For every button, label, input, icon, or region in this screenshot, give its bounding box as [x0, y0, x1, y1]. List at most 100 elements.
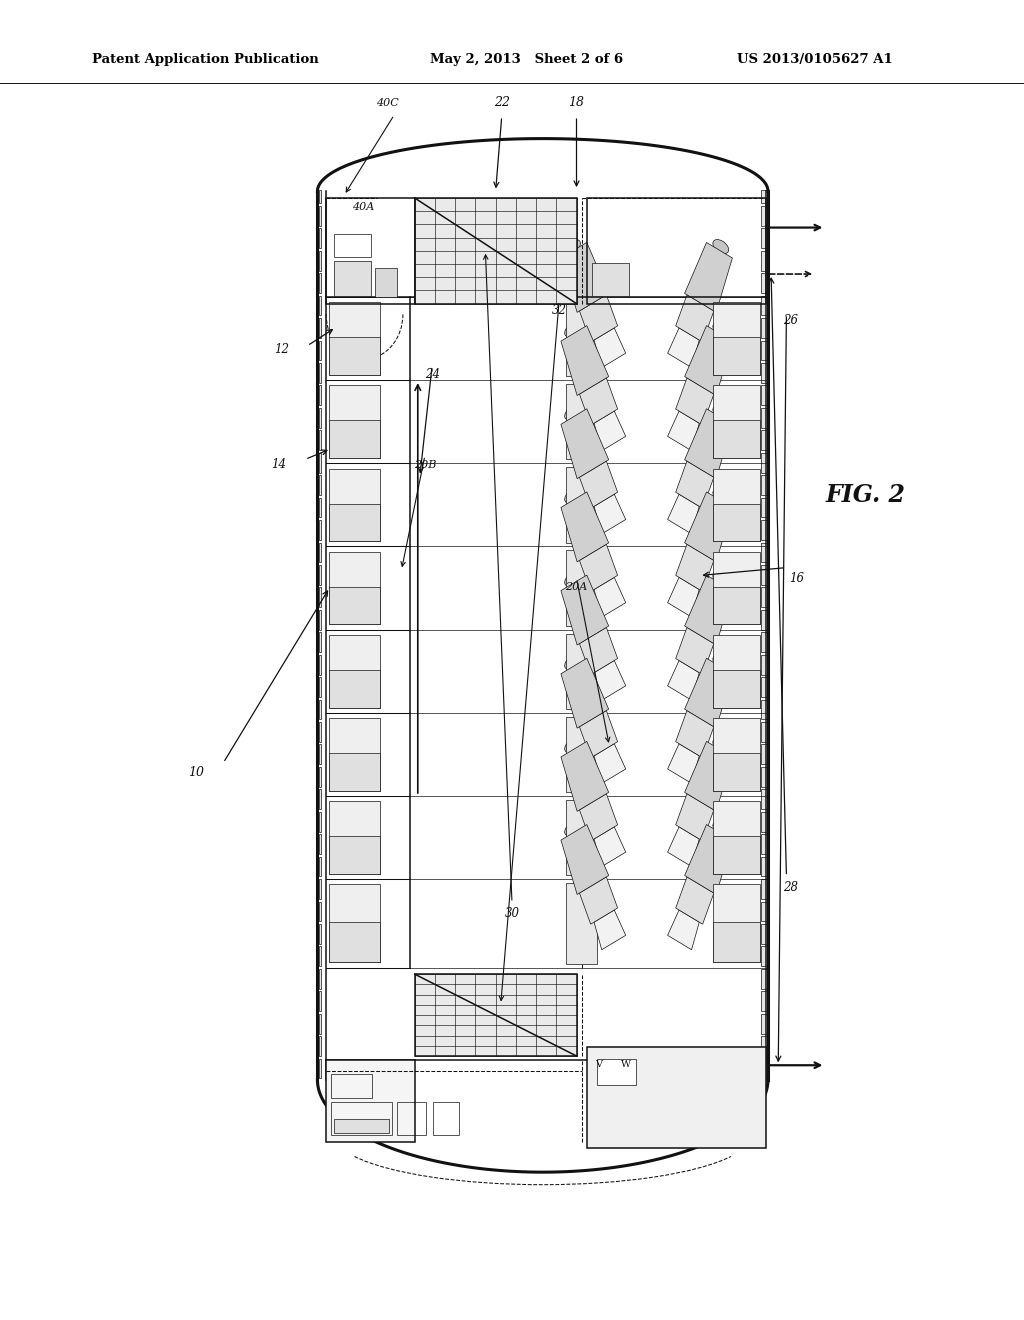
- Bar: [319, 655, 321, 675]
- Bar: [319, 969, 321, 989]
- Ellipse shape: [564, 572, 581, 586]
- Bar: [761, 520, 768, 540]
- Polygon shape: [668, 826, 699, 866]
- Bar: [329, 884, 380, 962]
- Bar: [761, 879, 768, 899]
- Bar: [319, 206, 321, 226]
- Bar: [761, 587, 768, 607]
- Bar: [566, 467, 597, 543]
- Bar: [713, 718, 760, 791]
- Bar: [319, 1059, 321, 1078]
- Bar: [375, 268, 397, 297]
- Text: FIG. 2: FIG. 2: [825, 483, 905, 507]
- Bar: [761, 991, 768, 1011]
- Bar: [761, 1036, 768, 1056]
- Bar: [761, 1059, 768, 1078]
- Text: 22: 22: [494, 96, 510, 110]
- Bar: [319, 520, 321, 540]
- Bar: [713, 337, 760, 375]
- Polygon shape: [561, 492, 608, 562]
- Polygon shape: [685, 825, 732, 895]
- Bar: [761, 296, 768, 315]
- Polygon shape: [668, 743, 699, 783]
- Polygon shape: [676, 793, 714, 841]
- Bar: [319, 789, 321, 809]
- Bar: [329, 921, 380, 962]
- Bar: [761, 857, 768, 876]
- Bar: [761, 632, 768, 652]
- Text: 40C: 40C: [376, 98, 398, 108]
- Ellipse shape: [564, 322, 581, 337]
- Polygon shape: [594, 743, 626, 783]
- Bar: [329, 671, 380, 708]
- Bar: [319, 475, 321, 495]
- Bar: [761, 744, 768, 764]
- Bar: [761, 453, 768, 473]
- Text: Patent Application Publication: Patent Application Publication: [92, 53, 318, 66]
- Polygon shape: [580, 876, 617, 924]
- Bar: [761, 700, 768, 719]
- Bar: [319, 453, 321, 473]
- Ellipse shape: [713, 655, 729, 669]
- Text: 14: 14: [271, 458, 286, 471]
- Bar: [566, 301, 597, 376]
- Polygon shape: [676, 378, 714, 425]
- Ellipse shape: [713, 405, 729, 420]
- Bar: [329, 837, 380, 874]
- Bar: [761, 610, 768, 630]
- Bar: [761, 363, 768, 383]
- Bar: [319, 991, 321, 1011]
- Bar: [761, 228, 768, 248]
- Ellipse shape: [713, 239, 729, 253]
- Bar: [319, 632, 321, 652]
- Polygon shape: [594, 411, 626, 450]
- Polygon shape: [561, 243, 608, 313]
- Bar: [319, 408, 321, 428]
- Bar: [329, 337, 380, 375]
- Ellipse shape: [675, 1104, 707, 1119]
- Polygon shape: [580, 627, 617, 675]
- Bar: [713, 921, 760, 962]
- Bar: [713, 884, 760, 962]
- Bar: [319, 946, 321, 966]
- Bar: [319, 587, 321, 607]
- Text: 20A: 20A: [565, 582, 588, 593]
- Bar: [761, 812, 768, 832]
- Bar: [326, 1060, 415, 1142]
- Polygon shape: [561, 742, 608, 812]
- Bar: [329, 302, 380, 375]
- Bar: [319, 1036, 321, 1056]
- Bar: [713, 801, 760, 874]
- Bar: [331, 1074, 372, 1098]
- Polygon shape: [685, 742, 732, 812]
- Bar: [415, 974, 577, 1056]
- Bar: [319, 722, 321, 742]
- Polygon shape: [594, 494, 626, 533]
- Bar: [713, 385, 760, 458]
- Polygon shape: [676, 461, 714, 508]
- Text: W: W: [621, 1060, 631, 1069]
- Ellipse shape: [564, 488, 581, 503]
- Text: 28: 28: [783, 880, 798, 894]
- Bar: [761, 902, 768, 921]
- Bar: [713, 302, 760, 375]
- Ellipse shape: [564, 405, 581, 420]
- Bar: [761, 190, 768, 203]
- Bar: [319, 273, 321, 293]
- Bar: [319, 543, 321, 562]
- Bar: [319, 610, 321, 630]
- Bar: [713, 420, 760, 458]
- Polygon shape: [685, 492, 732, 562]
- Text: V: V: [596, 1060, 602, 1069]
- Ellipse shape: [564, 655, 581, 669]
- Polygon shape: [685, 243, 732, 313]
- Bar: [319, 834, 321, 854]
- Polygon shape: [561, 576, 608, 645]
- Polygon shape: [668, 327, 699, 367]
- Bar: [329, 752, 380, 791]
- Polygon shape: [561, 825, 608, 895]
- Bar: [597, 1059, 636, 1085]
- Polygon shape: [580, 378, 617, 425]
- Bar: [319, 498, 321, 517]
- Bar: [319, 296, 321, 315]
